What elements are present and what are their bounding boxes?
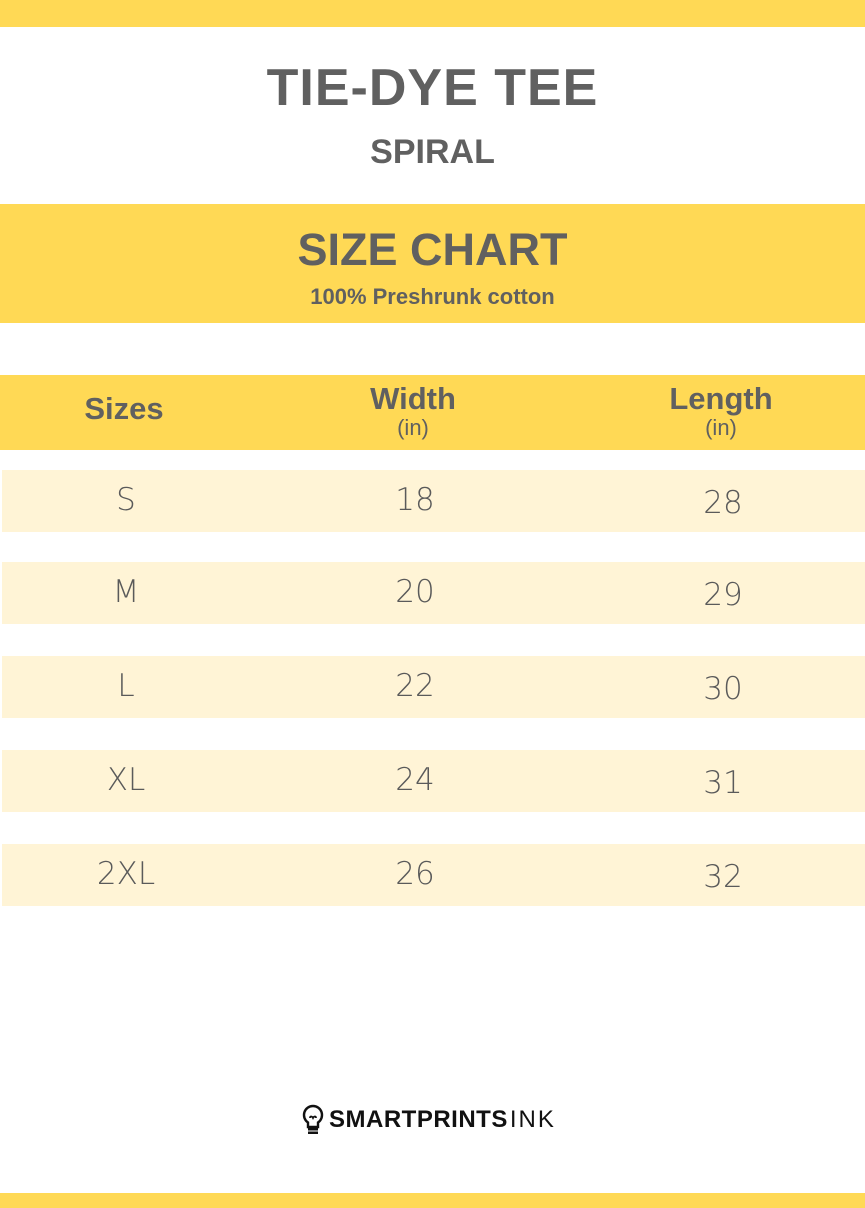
page-title: TIE-DYE TEE [266, 59, 599, 117]
cell-size: 2XL [96, 856, 156, 892]
brand-name-light: INK [509, 1106, 556, 1133]
cell-length: 30 [703, 671, 743, 707]
brand-logo: SMARTPRINTS INK [302, 1104, 556, 1136]
cell-length: 29 [703, 577, 743, 613]
cell-length: 31 [703, 765, 743, 801]
cell-size: XL [106, 762, 146, 798]
material-note: 100% Preshrunk cotton [310, 284, 555, 309]
table-row: M 20 29 [2, 562, 865, 624]
header-width: Width (in) [263, 381, 563, 441]
cell-length: 32 [703, 859, 743, 895]
header-length: Length (in) [571, 381, 865, 441]
table-row: S 18 28 [2, 470, 865, 532]
cell-width: 24 [395, 762, 435, 798]
lightbulb-icon [302, 1104, 324, 1134]
cell-size: S [116, 482, 136, 518]
cell-length: 28 [703, 485, 743, 521]
size-chart-banner [0, 204, 865, 323]
cell-width: 26 [395, 856, 435, 892]
cell-size: L [117, 668, 135, 704]
size-chart-title: SIZE CHART [297, 224, 568, 275]
header-width-label: Width [370, 381, 456, 416]
cell-size: M [112, 574, 140, 610]
top-accent-bar [0, 0, 865, 27]
table-row: L 22 30 [2, 656, 865, 718]
header-length-unit: (in) [705, 415, 737, 440]
brand-name-bold: SMARTPRINTS [329, 1106, 508, 1133]
table-header: Sizes Width (in) Length (in) [0, 375, 865, 450]
header-width-unit: (in) [397, 415, 429, 440]
cell-width: 22 [395, 668, 435, 704]
page-subtitle: SPIRAL [370, 133, 495, 171]
table-row: XL 24 31 [2, 750, 865, 812]
bottom-accent-bar [0, 1193, 865, 1208]
cell-width: 18 [395, 482, 435, 518]
table-row: 2XL 26 32 [2, 844, 865, 906]
header-sizes: Sizes [84, 391, 164, 426]
cell-width: 20 [395, 574, 435, 610]
header-length-label: Length [669, 381, 773, 416]
